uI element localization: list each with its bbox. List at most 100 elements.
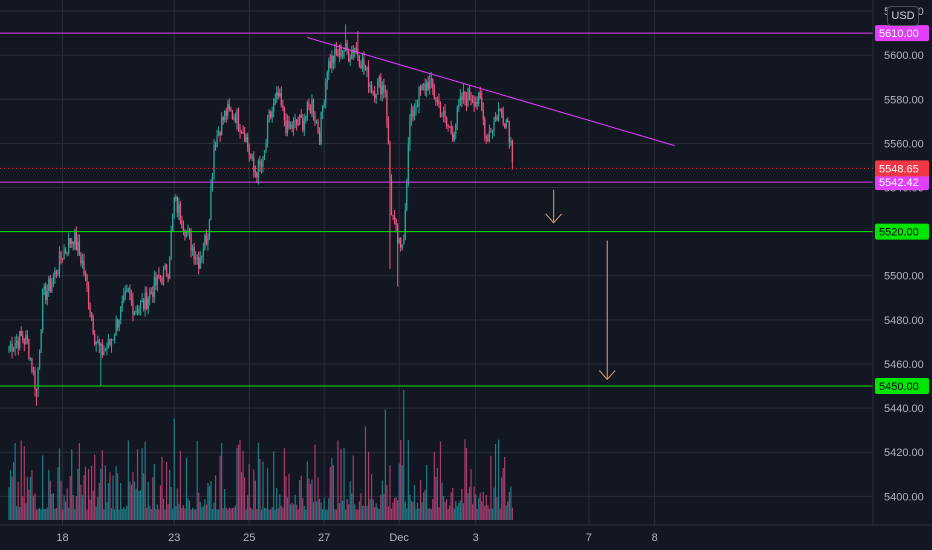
volume-bar — [150, 509, 152, 520]
candle-body — [57, 272, 59, 275]
candle-body — [103, 351, 105, 355]
volume-bar — [46, 507, 48, 520]
candle-body — [322, 106, 324, 112]
volume-bar — [390, 508, 393, 520]
candle-body — [372, 92, 374, 94]
volume-bar — [49, 480, 51, 520]
candle-body — [204, 235, 206, 251]
candle-body — [169, 258, 171, 279]
volume-bar — [133, 481, 136, 520]
volume-bar — [153, 463, 155, 520]
volume-bar — [109, 472, 111, 520]
candle-body — [17, 340, 19, 349]
candle-body — [306, 102, 308, 117]
candle-body — [49, 278, 51, 292]
volume-bar — [77, 468, 79, 520]
volume-bar — [231, 507, 233, 520]
volume-bar — [467, 493, 469, 520]
time-axis[interactable]: 18 23 25 27 Dec 3 7 8 — [56, 532, 657, 544]
candle-body — [280, 92, 282, 106]
volume-bar — [132, 471, 134, 520]
candle-body — [161, 278, 163, 284]
candle-body — [320, 111, 322, 145]
candle-body — [185, 230, 188, 237]
candle-body — [410, 107, 413, 120]
volume-bar — [144, 441, 146, 520]
candle-body — [343, 51, 345, 53]
volume-bar — [397, 500, 399, 520]
candle-body — [274, 98, 276, 105]
candle-body — [390, 179, 393, 215]
volume-bar — [12, 462, 15, 520]
volume-bar — [69, 475, 71, 520]
candle-body — [436, 100, 439, 102]
candle-body — [259, 160, 261, 165]
volume-bar — [358, 501, 360, 520]
volume-bar — [40, 509, 42, 520]
candle-body — [211, 173, 214, 186]
candle-body — [476, 102, 478, 104]
candle-body — [358, 56, 361, 66]
candle-body — [104, 348, 107, 352]
candle-body — [139, 302, 142, 309]
volume-bar — [403, 390, 405, 520]
candle-body — [453, 133, 455, 141]
volume-bar — [450, 492, 452, 520]
candle-body — [107, 338, 110, 349]
currency-button[interactable]: USD — [887, 6, 919, 26]
volume-bar — [378, 508, 380, 520]
volume-bar — [158, 509, 160, 520]
volume-bar — [410, 500, 412, 520]
candle-body — [213, 145, 215, 174]
volume-bar — [181, 507, 183, 520]
volume-bar — [39, 507, 41, 520]
volume-bar — [456, 506, 458, 520]
time-tick-label: 27 — [318, 532, 330, 544]
volume-bar — [80, 484, 82, 520]
candle-body — [392, 214, 394, 216]
volume-bar — [297, 509, 299, 520]
candle-body — [60, 252, 62, 259]
candle-body — [341, 51, 344, 57]
candle-body — [207, 238, 209, 244]
level-price-tag-bg — [875, 378, 929, 395]
volume-bar — [124, 508, 126, 520]
volume-bar — [429, 508, 431, 520]
candle-body — [314, 116, 316, 122]
volume-bar — [423, 492, 425, 520]
candle-body — [349, 57, 351, 62]
candle-body — [80, 254, 82, 264]
candle-body — [470, 98, 472, 100]
candle-body — [233, 117, 235, 119]
candle-body — [191, 247, 194, 251]
volume-bar — [364, 426, 367, 520]
volume-bar — [404, 501, 406, 520]
volume-bar — [286, 497, 289, 520]
volume-bar — [135, 488, 137, 520]
candle-body — [124, 292, 126, 296]
down-arrow-head — [545, 213, 563, 224]
volume-bar — [240, 472, 243, 520]
volume-bar — [201, 507, 203, 520]
candle-body — [54, 270, 56, 278]
candle-body — [22, 335, 24, 341]
candle-body — [269, 111, 272, 118]
candle-body — [205, 235, 208, 244]
volume-bar — [237, 444, 240, 520]
volume-bar — [400, 440, 402, 520]
volume-bar — [510, 486, 512, 520]
candle-body — [158, 274, 160, 279]
candle-body — [422, 84, 425, 86]
volume-bar — [392, 502, 394, 520]
candle-body — [164, 264, 166, 269]
volume-bar — [438, 507, 440, 520]
candle-body — [101, 343, 103, 355]
candle-body — [395, 219, 397, 225]
candle-body — [34, 370, 36, 390]
volume-bar — [484, 505, 486, 520]
volume-bar — [504, 456, 506, 520]
volume-bar — [367, 451, 370, 520]
candle-body — [221, 117, 223, 136]
candle-body — [23, 340, 25, 344]
